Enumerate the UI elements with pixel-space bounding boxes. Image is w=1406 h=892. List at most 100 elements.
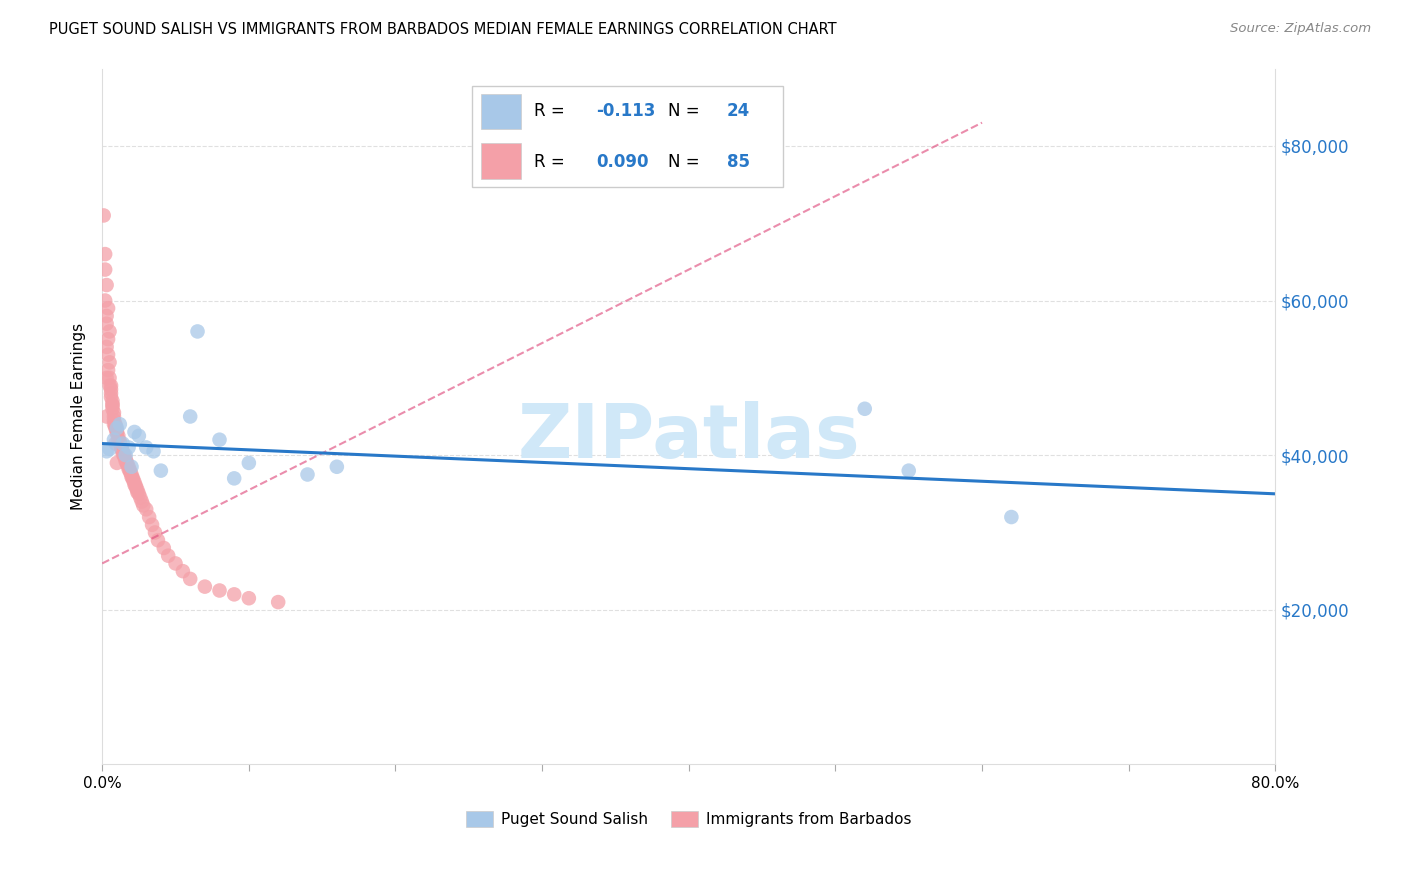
- Point: [97, 348, 120, 362]
- Point: [97, 363, 120, 377]
- Point: [100, 378, 122, 392]
- Point: [853, 401, 876, 416]
- Point: [122, 473, 145, 487]
- Point: [100, 390, 122, 404]
- Point: [98, 378, 121, 392]
- Point: [224, 471, 246, 485]
- Text: ZIPatlas: ZIPatlas: [517, 401, 860, 474]
- Point: [110, 442, 132, 456]
- Point: [120, 465, 142, 479]
- Point: [103, 409, 125, 424]
- Point: [117, 459, 139, 474]
- Point: [104, 417, 127, 432]
- Point: [149, 464, 172, 478]
- Point: [105, 421, 128, 435]
- Point: [103, 413, 125, 427]
- Point: [97, 301, 120, 316]
- Point: [194, 580, 217, 594]
- Point: [208, 583, 231, 598]
- Point: [208, 433, 231, 447]
- Point: [111, 436, 134, 450]
- Point: [238, 591, 260, 606]
- Point: [179, 572, 201, 586]
- Point: [103, 433, 125, 447]
- Point: [122, 471, 145, 485]
- Point: [297, 467, 319, 482]
- Point: [124, 477, 146, 491]
- Point: [101, 398, 124, 412]
- Point: [135, 502, 157, 516]
- Point: [127, 485, 149, 500]
- Legend: Puget Sound Salish, Immigrants from Barbados: Puget Sound Salish, Immigrants from Barb…: [460, 805, 918, 833]
- Point: [104, 436, 127, 450]
- Point: [101, 398, 124, 412]
- Point: [107, 429, 129, 443]
- Y-axis label: Median Female Earnings: Median Female Earnings: [72, 323, 86, 510]
- Point: [141, 517, 163, 532]
- Point: [146, 533, 169, 548]
- Point: [897, 464, 920, 478]
- Point: [267, 595, 290, 609]
- Point: [114, 448, 136, 462]
- Point: [112, 448, 135, 462]
- Point: [105, 456, 128, 470]
- Point: [100, 383, 122, 397]
- Point: [238, 456, 260, 470]
- Point: [108, 434, 131, 449]
- Point: [98, 371, 121, 385]
- Point: [103, 417, 125, 432]
- Point: [153, 541, 176, 555]
- Point: [100, 386, 122, 401]
- Point: [105, 426, 128, 441]
- Point: [117, 462, 139, 476]
- Point: [1000, 510, 1022, 524]
- Point: [127, 483, 149, 497]
- Point: [121, 470, 143, 484]
- Point: [124, 475, 146, 490]
- Point: [157, 549, 180, 563]
- Point: [326, 459, 349, 474]
- Point: [138, 510, 160, 524]
- Point: [94, 247, 117, 261]
- Point: [143, 525, 166, 540]
- Point: [110, 441, 132, 455]
- Point: [98, 325, 121, 339]
- Point: [115, 456, 138, 470]
- Point: [97, 332, 120, 346]
- Point: [135, 441, 157, 455]
- Point: [128, 487, 150, 501]
- Point: [125, 479, 148, 493]
- Point: [107, 433, 129, 447]
- Point: [93, 209, 115, 223]
- Point: [114, 452, 136, 467]
- Point: [128, 429, 150, 443]
- Point: [179, 409, 201, 424]
- Point: [117, 441, 139, 455]
- Point: [142, 444, 165, 458]
- Point: [96, 317, 118, 331]
- Point: [224, 587, 246, 601]
- Point: [98, 442, 121, 456]
- Point: [121, 467, 143, 482]
- Point: [129, 491, 152, 505]
- Point: [131, 494, 153, 508]
- Point: [96, 340, 118, 354]
- Point: [114, 454, 136, 468]
- Point: [96, 309, 118, 323]
- Point: [132, 499, 155, 513]
- Point: [96, 409, 118, 424]
- Point: [104, 421, 127, 435]
- Point: [115, 458, 138, 472]
- Point: [105, 424, 128, 438]
- Point: [125, 481, 148, 495]
- Point: [96, 371, 118, 385]
- Point: [101, 401, 124, 416]
- Point: [105, 425, 128, 439]
- Point: [111, 444, 134, 458]
- Point: [186, 325, 208, 339]
- Point: [111, 447, 134, 461]
- Point: [94, 293, 117, 308]
- Point: [172, 564, 194, 578]
- Point: [98, 355, 121, 369]
- Point: [96, 444, 118, 458]
